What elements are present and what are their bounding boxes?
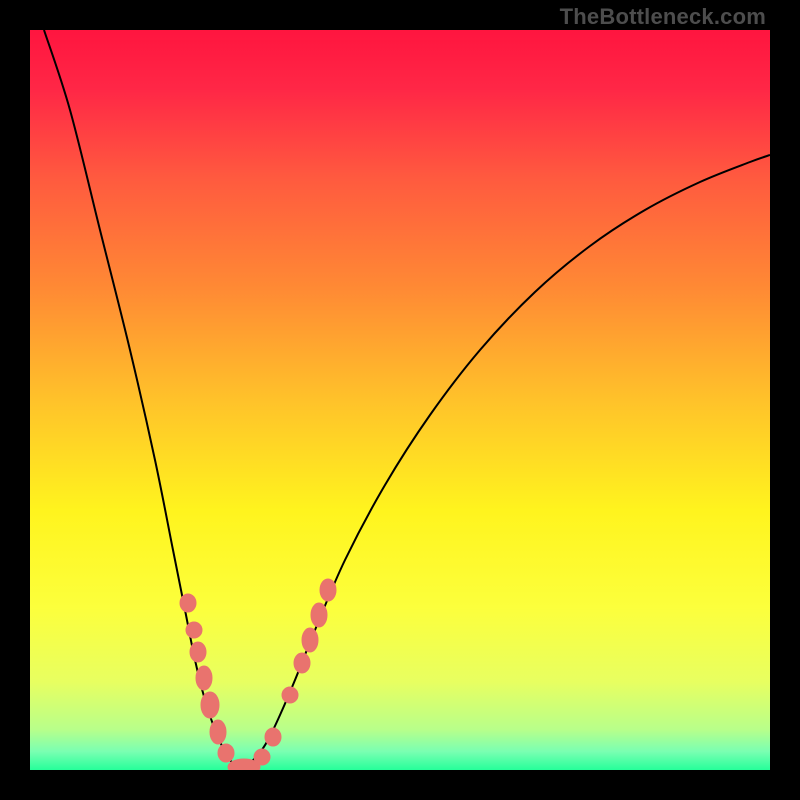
data-marker: [218, 744, 234, 762]
data-marker: [180, 594, 196, 612]
data-marker: [294, 653, 310, 673]
data-marker: [186, 622, 202, 638]
curve-left: [44, 30, 240, 767]
data-marker: [254, 749, 270, 765]
chart-frame: TheBottleneck.com: [0, 0, 800, 800]
data-marker: [265, 728, 281, 746]
marker-group: [180, 579, 336, 770]
data-marker: [302, 628, 318, 652]
data-marker: [190, 642, 206, 662]
data-marker: [320, 579, 336, 601]
watermark-text: TheBottleneck.com: [560, 4, 766, 30]
data-marker: [201, 692, 219, 718]
curve-layer: [30, 30, 770, 770]
data-marker: [210, 720, 226, 744]
data-marker: [196, 666, 212, 690]
data-marker: [282, 687, 298, 703]
data-marker: [311, 603, 327, 627]
curve-right: [240, 155, 770, 767]
plot-area: [30, 30, 770, 770]
